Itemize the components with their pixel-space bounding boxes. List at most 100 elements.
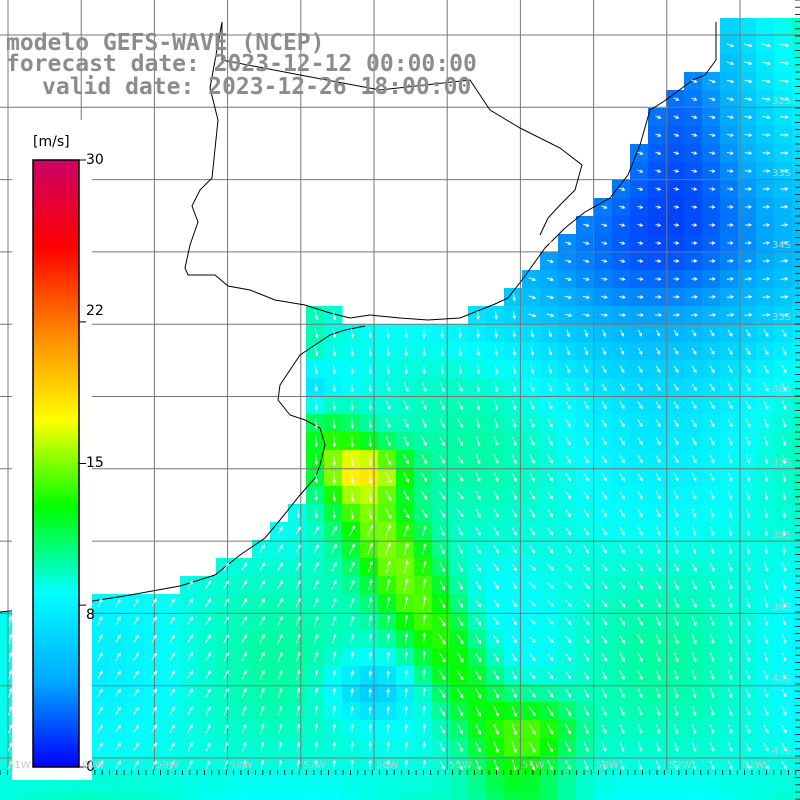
speed-cell [594,630,613,649]
wind-arrow-shaft [655,634,661,644]
speed-cell [702,378,721,397]
wind-arrow [709,115,716,119]
wind-arrow-shaft [351,400,353,410]
wind-arrow [547,472,553,482]
wind-arrow [637,259,644,263]
wind-arrow [296,508,300,519]
wind-arrow-shaft [673,347,679,355]
wind-arrow-head [476,316,480,320]
speed-cell [738,486,757,505]
wind-arrow [582,295,590,299]
wind-arrow-head [368,670,373,675]
speed-cell [720,558,739,577]
wind-arrow [8,633,13,644]
speed-cell [702,666,721,685]
wind-arrow [97,634,103,643]
wind-arrow-head [405,388,409,393]
wind-arrow-shaft [384,471,392,483]
wind-arrow-head [459,406,463,410]
speed-cell [540,396,559,415]
speed-cell [774,774,793,793]
wind-arrow [583,526,589,536]
wind-arrow-head [728,478,733,482]
wind-arrow [404,705,408,716]
wind-arrow [782,562,787,573]
wind-arrow-shaft [746,580,750,590]
wind-arrow-shaft [423,651,425,663]
wind-arrow-head [603,531,607,536]
wind-arrow-shaft [187,580,193,590]
speed-cell [90,612,109,631]
wind-arrow-shaft [513,293,515,301]
wind-arrow [727,169,734,173]
wind-arrow-head [782,496,787,501]
wind-arrow-head [404,705,408,710]
wind-arrow-head [332,425,337,430]
speed-cell [756,576,775,595]
wind-arrow [565,472,571,482]
wind-arrow-head [675,241,680,245]
speed-cell [396,684,415,703]
wind-arrow [422,346,426,357]
wind-arrow-head [603,459,607,464]
wind-arrow [726,61,735,66]
wind-arrow-shaft [387,706,389,716]
wind-arrow-shaft [385,453,391,465]
speed-cell [252,792,271,800]
speed-cell [594,576,613,595]
speed-cell [378,720,397,739]
wind-arrow-shaft [404,579,408,591]
wind-arrow-shaft [205,616,211,626]
wind-arrow [547,418,553,428]
wind-arrow-head [333,597,337,602]
wind-arrow-shaft [187,670,193,680]
wind-arrow [438,633,446,645]
wind-arrow-head [730,43,735,48]
wind-arrow-head [711,187,716,191]
wind-arrow-shaft [475,490,481,500]
wind-arrow [151,616,157,625]
wind-arrow-shaft [259,544,265,554]
wind-arrow-shaft [223,670,229,680]
wind-arrow [439,742,445,752]
wind-arrow-shaft [674,724,678,734]
wind-arrow [476,328,480,339]
wind-arrow [781,688,787,698]
wind-arrow [295,526,301,536]
wind-arrow [205,616,211,626]
wind-arrow [332,651,337,662]
wind-arrow-head [387,524,392,529]
wind-arrow-head [675,97,680,101]
wind-arrow-head [314,741,319,746]
speed-cell [504,738,523,757]
wind-arrow-shaft [726,61,734,65]
wind-arrow [493,472,499,483]
wind-arrow [476,418,481,429]
title-forecast-date: forecast date: 2023-12-12 00:00:00 [6,51,477,77]
wind-arrow [97,598,103,608]
wind-arrow-shaft [151,653,157,661]
wind-arrow-head [711,151,716,155]
wind-arrow-shaft [745,365,751,373]
speed-cell [378,504,397,523]
wind-arrow-shaft [583,509,589,517]
speed-cell [198,630,217,649]
speed-cell [666,792,685,800]
speed-cell [648,738,667,757]
wind-arrow-shaft [386,579,390,591]
wind-arrow-head [531,442,535,447]
wind-arrow-head [693,441,697,446]
wind-arrow [187,580,193,590]
wind-arrow-shaft [764,652,768,662]
wind-arrow [350,688,355,697]
wind-arrow-head [567,387,571,392]
wind-arrow [547,400,553,410]
wind-arrow-head [782,622,787,627]
wind-arrow-shaft [565,383,571,391]
wind-arrow-head [728,496,733,501]
wind-arrow-head [368,688,372,693]
speed-cell [594,432,613,451]
wind-arrow-head [567,277,572,281]
wind-arrow-head [9,724,13,728]
wind-arrow-shaft [423,688,425,698]
